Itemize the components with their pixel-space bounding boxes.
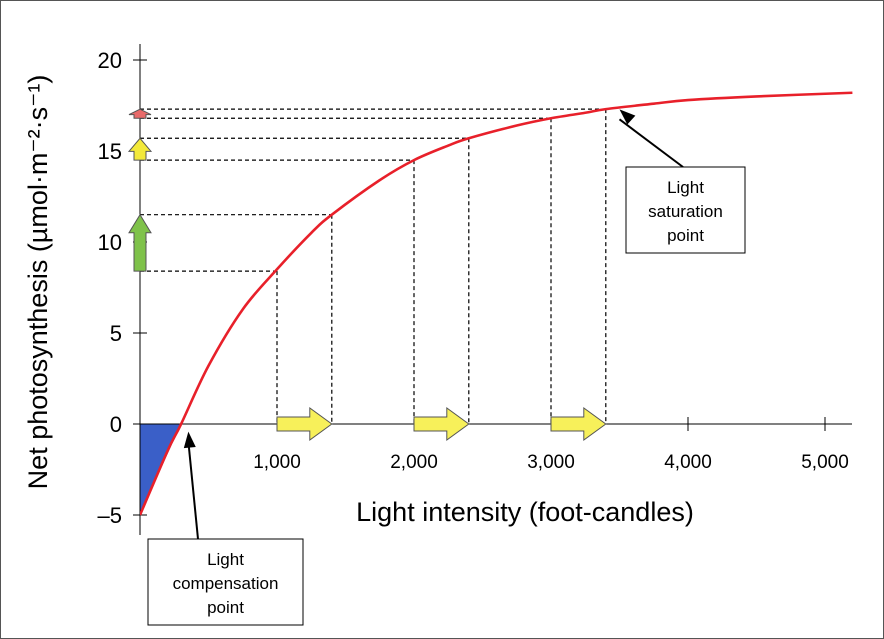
compensation-label-line-2: compensation xyxy=(173,574,279,593)
compensation-label-line-3: point xyxy=(207,598,244,617)
x-tick-label: 3,000 xyxy=(527,452,575,473)
compensation-pointer-arrowhead xyxy=(183,431,196,449)
saturation-annotation: Light saturation point xyxy=(618,109,746,254)
x-tick-label: 4,000 xyxy=(664,452,712,473)
y-increment-arrow xyxy=(128,213,152,272)
increment-arrows-layer xyxy=(127,108,607,441)
y-increment-arrow xyxy=(127,137,153,161)
x-increment-arrow xyxy=(413,407,470,441)
guide-lines-layer xyxy=(140,108,607,424)
saturation-label-line-1: Light xyxy=(667,178,704,197)
y-axis-label: Net photosynthesis (µmol·m⁻²·s⁻¹) xyxy=(23,75,53,490)
compensation-pointer-line xyxy=(187,441,199,540)
compensation-label-box xyxy=(147,538,304,626)
saturation-label-line-3: point xyxy=(667,226,704,245)
x-ticks: 1,000 2,000 3,000 4,000 5,000 xyxy=(253,417,849,473)
saturation-pointer-arrowhead xyxy=(619,109,636,125)
x-axis-label: Light intensity (foot-candles) xyxy=(356,497,694,527)
y-tick-label: 10 xyxy=(98,230,122,255)
saturation-pointer-line xyxy=(618,118,684,168)
series-layer xyxy=(140,91,853,516)
y-tick-label: 15 xyxy=(98,139,122,164)
y-tick-label: 5 xyxy=(110,321,122,346)
saturation-label-box xyxy=(625,166,746,254)
y-increment-arrow xyxy=(128,108,152,119)
net-photosynthesis-curve xyxy=(140,91,853,516)
compensation-label-line-1: Light xyxy=(207,550,244,569)
x-increment-arrow xyxy=(276,407,333,441)
compensation-annotation: Light compensation point xyxy=(147,431,304,626)
saturation-label-line-2: saturation xyxy=(648,202,723,221)
y-tick-label: –5 xyxy=(98,503,122,528)
x-tick-label: 5,000 xyxy=(801,452,849,473)
y-tick-label: 20 xyxy=(98,48,122,73)
x-tick-label: 2,000 xyxy=(390,452,438,473)
x-tick-label: 1,000 xyxy=(253,452,301,473)
y-tick-label: 0 xyxy=(110,412,122,437)
x-increment-arrow xyxy=(550,407,607,441)
